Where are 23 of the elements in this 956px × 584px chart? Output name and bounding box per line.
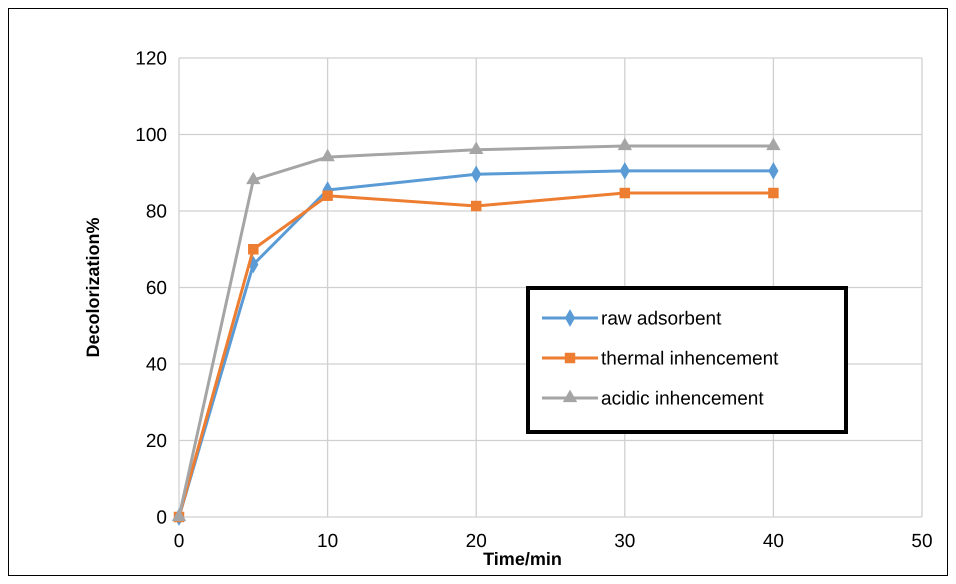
y-tick-label: 80 [146,202,167,223]
legend-label: acidic inhencement [601,388,764,410]
point [322,190,333,201]
x-tick-label: 30 [614,531,636,552]
y-tick-label: 60 [146,278,167,300]
y-tick-label: 20 [146,431,167,452]
x-tick-label: 40 [762,531,784,552]
y-tick-label: 120 [135,48,167,70]
point [470,200,482,212]
point [620,188,630,198]
y-tick-label: 0 [156,508,167,529]
y-axis-title: Decolorization% [83,217,103,358]
x-tick-label: 0 [174,531,184,552]
x-axis-title: Time/min [483,549,562,569]
y-tick-label: 40 [146,354,167,376]
legend-label: raw adsorbent [601,308,722,330]
y-tick-label: 100 [135,125,167,146]
legend-label: thermal inhencement [601,348,780,370]
x-tick-label: 50 [911,531,933,552]
point [768,188,779,198]
x-tick-label: 10 [317,531,338,552]
point [248,244,259,254]
x-tick-label: 20 [466,531,487,552]
